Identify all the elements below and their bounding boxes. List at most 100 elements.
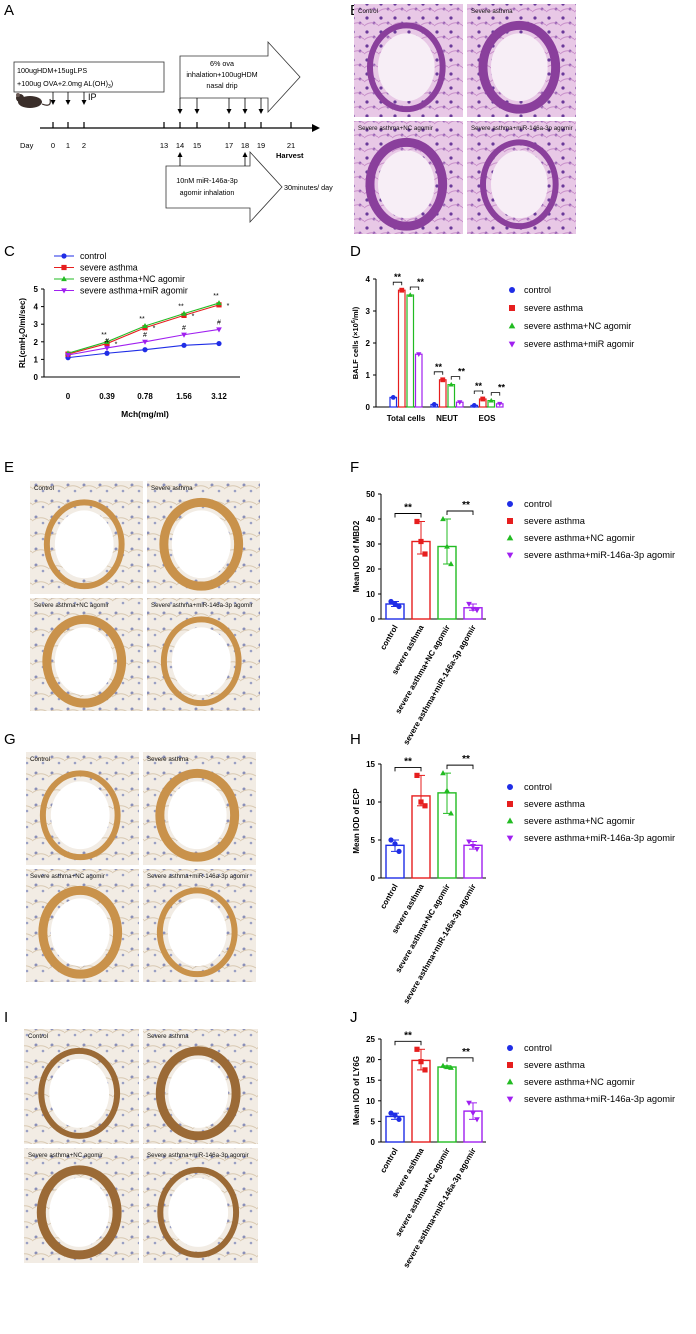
ova-arrowhead xyxy=(242,109,248,114)
legend-marker xyxy=(508,341,516,348)
significance-mark: ** xyxy=(498,383,506,393)
legend-label: severe asthma xyxy=(524,303,583,313)
bar-point xyxy=(390,395,396,400)
legend-marker xyxy=(507,1062,513,1068)
ova-arrowhead xyxy=(258,109,264,114)
airway-lumen xyxy=(49,1177,110,1247)
airway-lumen xyxy=(54,510,114,579)
airway-wall xyxy=(155,1046,241,1141)
x-tick-label: 0.78 xyxy=(137,392,153,401)
legend-label: severe asthma+miR agomir xyxy=(524,339,634,349)
significance-mark: ** xyxy=(462,754,470,765)
timeline-day-label: 15 xyxy=(193,141,201,150)
panel-e: E Control Severe asthma Severe asthma+NC a… xyxy=(4,459,260,711)
panel-letter-c: C xyxy=(4,243,15,260)
significance-mark: ** xyxy=(178,304,184,311)
x-axis-title: Mch(mg/ml) xyxy=(121,409,169,419)
data-point xyxy=(466,839,472,845)
x-tick-label: NEUT xyxy=(436,414,458,423)
data-point xyxy=(422,1067,428,1073)
legend-marker xyxy=(506,835,514,842)
harvest-label: Harvest xyxy=(276,151,304,160)
timeline-day-label: 2 xyxy=(82,141,86,150)
airway-lumen xyxy=(167,781,227,850)
legend-marker xyxy=(506,817,514,824)
data-point xyxy=(216,327,222,333)
timeline-day-label: 19 xyxy=(257,141,265,150)
airway-wall xyxy=(365,137,448,231)
agomir-arrow xyxy=(165,150,283,224)
legend-label: severe asthma+miR agomir xyxy=(80,286,188,296)
data-point xyxy=(470,1111,476,1117)
data-point xyxy=(418,799,424,805)
significance-mark: ** xyxy=(435,362,443,372)
data-point xyxy=(418,538,424,545)
data-point xyxy=(414,1046,420,1052)
legend-marker xyxy=(506,534,514,541)
panel-letter-f: F xyxy=(350,459,359,476)
significance-mark: ** xyxy=(404,503,412,514)
airway-wall xyxy=(156,887,238,978)
bar xyxy=(438,379,447,408)
panel-d: D 0 1 2 3 4 BALF cells (×106/ml) Total cells **… xyxy=(350,243,634,423)
agomir-arrowhead xyxy=(242,152,248,157)
panel-letter-d: D xyxy=(350,243,361,260)
data-point xyxy=(396,848,402,855)
y-tick-label: 15 xyxy=(366,760,375,769)
data-point xyxy=(396,603,402,610)
panel-letter-a: A xyxy=(4,2,14,19)
y-axis-title: Mean IOD of MBD2 xyxy=(352,520,361,592)
y-tick-label: 5 xyxy=(371,836,376,845)
legend-label: severe asthma+NC agomir xyxy=(524,816,635,826)
significance-mark: ** xyxy=(101,332,107,339)
airway-wall xyxy=(159,497,244,591)
bar-point xyxy=(431,402,437,407)
x-tick-label: Total cells xyxy=(387,414,426,423)
significance-mark: ** xyxy=(213,293,219,300)
bar xyxy=(463,844,483,879)
data-point xyxy=(440,770,446,776)
legend-label: severe asthma+miR-146a-3p agomir xyxy=(524,550,675,560)
timeline-ticks: 0 1 2 13 14 15 17 18 19 21 xyxy=(50,92,295,166)
y-tick-label: 1 xyxy=(366,371,371,380)
legend-marker xyxy=(61,288,67,294)
airway-wall xyxy=(43,499,125,590)
ova-arrowhead xyxy=(177,109,183,114)
ip-label: IP xyxy=(88,92,97,102)
mbd2-ihc-grid: Control Severe asthma Severe asthma+NC ago… xyxy=(30,481,260,711)
airway-lumen xyxy=(377,150,435,219)
legend-marker xyxy=(61,253,67,259)
panel-letter-j: J xyxy=(350,1009,358,1026)
data-point xyxy=(392,841,398,847)
panel-a: A 100ugHDM+15ugLPS +100ug OVA+2.0mg AL(O… xyxy=(4,2,333,224)
legend-marker xyxy=(506,552,514,559)
rl-line-chart: 0 1 2 3 4 5 0 0.39 0.78 1.56 3.12 Mch(mg/ml) RL(cmH2… xyxy=(18,251,240,419)
data-point xyxy=(466,601,472,607)
significance-mark: ** xyxy=(394,272,402,282)
legend-label: severe asthma xyxy=(524,516,586,526)
legend-marker xyxy=(507,1045,513,1051)
legend-marker xyxy=(507,518,513,524)
x-tick-label: control xyxy=(378,1147,399,1175)
panel-letter-e: E xyxy=(4,459,14,476)
airway-wall xyxy=(478,20,561,114)
y-tick-label: 40 xyxy=(366,515,375,524)
y-tick-label: 20 xyxy=(366,1056,375,1065)
day-label: Day xyxy=(20,141,34,150)
legend-marker xyxy=(61,264,67,271)
legend-label: severe asthma+NC agomir xyxy=(524,533,635,543)
legend-label: severe asthma+miR-146a-3p agomir xyxy=(524,1094,675,1104)
airway-wall xyxy=(157,1166,240,1258)
significance-mark: ** xyxy=(139,316,145,323)
balf-bar-chart: 0 1 2 3 4 BALF cells (×106/ml) Total cells ** **… xyxy=(351,272,634,423)
significance-bracket xyxy=(446,1057,474,1062)
y-tick-label: 5 xyxy=(371,1117,376,1126)
micrograph-label: Severe asthma+NC agomir xyxy=(34,602,109,609)
y-axis-title: Mean IOD of ECP xyxy=(352,788,361,854)
micrograph-label: Severe asthma+miR-146a-3p agomir xyxy=(147,873,249,880)
data-point xyxy=(414,518,420,525)
data-point xyxy=(392,1112,398,1118)
legend-marker xyxy=(507,501,513,507)
airway-wall xyxy=(160,616,242,707)
legend-label: severe asthma xyxy=(524,1060,586,1070)
